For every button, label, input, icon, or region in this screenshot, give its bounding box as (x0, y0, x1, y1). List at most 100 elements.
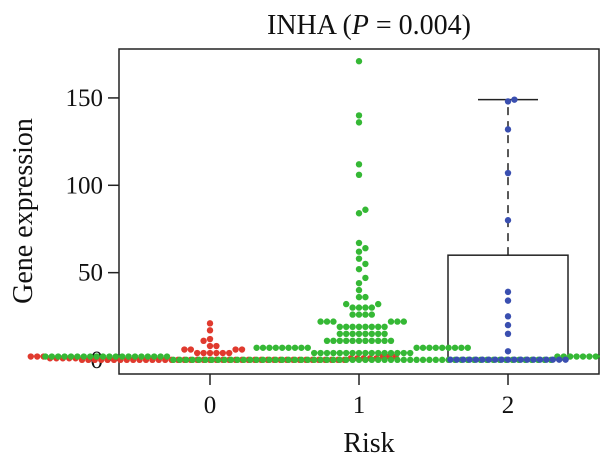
point-risk-2-15 (556, 356, 563, 363)
point-risk-1-160 (381, 323, 388, 331)
point-risk-1-71 (586, 353, 593, 360)
point-risk-2-17 (562, 356, 569, 363)
point-risk-1-21 (426, 356, 433, 364)
point-risk-1-64 (151, 353, 158, 360)
point-risk-2-23 (504, 297, 512, 304)
point-risk-1-120 (291, 344, 299, 351)
point-risk-0-60 (200, 349, 207, 357)
point-risk-1-42 (221, 356, 228, 364)
point-risk-1-58 (170, 356, 177, 364)
point-risk-1-6 (336, 356, 343, 364)
point-risk-1-153 (355, 323, 363, 331)
point-risk-0-58 (206, 349, 214, 357)
point-risk-1-30 (259, 356, 267, 364)
point-risk-1-18 (298, 356, 305, 364)
point-risk-2-16 (453, 356, 460, 363)
point-risk-1-50 (195, 356, 203, 364)
point-risk-1-1 (362, 356, 369, 364)
point-risk-1-137 (368, 337, 375, 345)
point-risk-1-157 (343, 323, 350, 331)
point-risk-1-190 (355, 171, 363, 179)
point-risk-1-44 (215, 356, 222, 364)
point-risk-1-14 (311, 356, 318, 364)
point-risk-1-146 (362, 330, 369, 338)
point-risk-1-154 (362, 323, 369, 331)
point-risk-1-73 (592, 353, 599, 360)
x-tick-label-1: 1 (353, 392, 366, 419)
point-risk-1-38 (234, 356, 241, 364)
point-risk-1-65 (567, 353, 574, 360)
point-risk-1-180 (355, 279, 363, 287)
point-risk-1-115 (407, 349, 414, 357)
point-risk-1-12 (317, 356, 324, 364)
point-risk-1-176 (375, 300, 382, 308)
point-risk-1-110 (323, 349, 331, 357)
point-risk-2-4 (492, 356, 499, 363)
point-risk-1-102 (349, 349, 356, 357)
point-risk-1-126 (272, 344, 279, 351)
point-risk-2-28 (504, 98, 512, 105)
point-risk-1-15 (407, 356, 414, 364)
point-risk-1-132 (253, 344, 260, 351)
point-risk-2-13 (549, 356, 556, 363)
point-risk-1-111 (394, 349, 401, 357)
point-risk-1-158 (375, 323, 382, 331)
point-risk-1-78 (106, 353, 113, 360)
point-risk-1-121 (426, 344, 433, 351)
y-tick-label-1: 50 (78, 260, 103, 287)
point-risk-1-5 (375, 356, 382, 364)
point-risk-1-142 (330, 337, 337, 345)
point-risk-1-60 (163, 353, 171, 360)
point-risk-1-105 (375, 349, 382, 357)
point-risk-1-0 (355, 356, 363, 364)
point-risk-1-175 (343, 300, 350, 308)
point-risk-1-186 (362, 244, 369, 252)
chart-title: INHA (P = 0.004) (267, 10, 471, 41)
point-risk-1-22 (285, 356, 292, 364)
point-risk-1-192 (355, 119, 363, 126)
x-tick-label-2: 2 (502, 392, 515, 419)
point-risk-1-46 (208, 356, 215, 364)
point-risk-2-1 (511, 356, 518, 363)
point-risk-1-187 (355, 239, 363, 247)
point-risk-2-7 (530, 356, 537, 363)
point-risk-1-48 (202, 356, 209, 364)
point-risk-1-130 (259, 344, 267, 351)
point-risk-1-148 (368, 330, 375, 338)
point-risk-1-143 (387, 337, 395, 345)
point-risk-1-98 (42, 353, 49, 360)
point-risk-0-64 (187, 346, 194, 353)
point-risk-2-12 (466, 356, 473, 363)
point-risk-2-26 (504, 169, 512, 177)
point-risk-1-13 (400, 356, 407, 364)
point-risk-1-104 (343, 349, 350, 357)
point-risk-1-123 (432, 344, 439, 351)
point-risk-1-88 (74, 353, 81, 360)
point-risk-1-189 (362, 206, 369, 213)
point-risk-1-177 (355, 293, 363, 301)
point-risk-2-11 (543, 356, 550, 363)
point-risk-1-163 (323, 318, 331, 325)
point-risk-1-96 (48, 353, 55, 360)
point-risk-1-140 (336, 337, 343, 345)
point-risk-1-152 (381, 330, 388, 338)
x-tick-label-0: 0 (204, 392, 217, 419)
point-risk-1-10 (323, 356, 331, 364)
point-risk-1-108 (330, 349, 337, 357)
y-axis-label: Gene expression (8, 118, 39, 304)
point-risk-2-19 (504, 348, 512, 355)
point-risk-1-69 (579, 353, 587, 360)
point-risk-1-117 (413, 344, 420, 351)
point-risk-0-61 (219, 349, 226, 357)
point-risk-1-145 (355, 330, 363, 338)
point-risk-1-174 (368, 304, 375, 311)
point-risk-1-179 (355, 286, 363, 294)
point-risk-1-62 (157, 353, 164, 360)
point-risk-1-125 (439, 344, 446, 351)
point-risk-1-24 (279, 356, 286, 364)
point-risk-1-194 (355, 58, 363, 65)
point-risk-1-173 (349, 304, 356, 311)
point-risk-2-10 (472, 356, 480, 363)
point-risk-1-101 (362, 349, 369, 357)
